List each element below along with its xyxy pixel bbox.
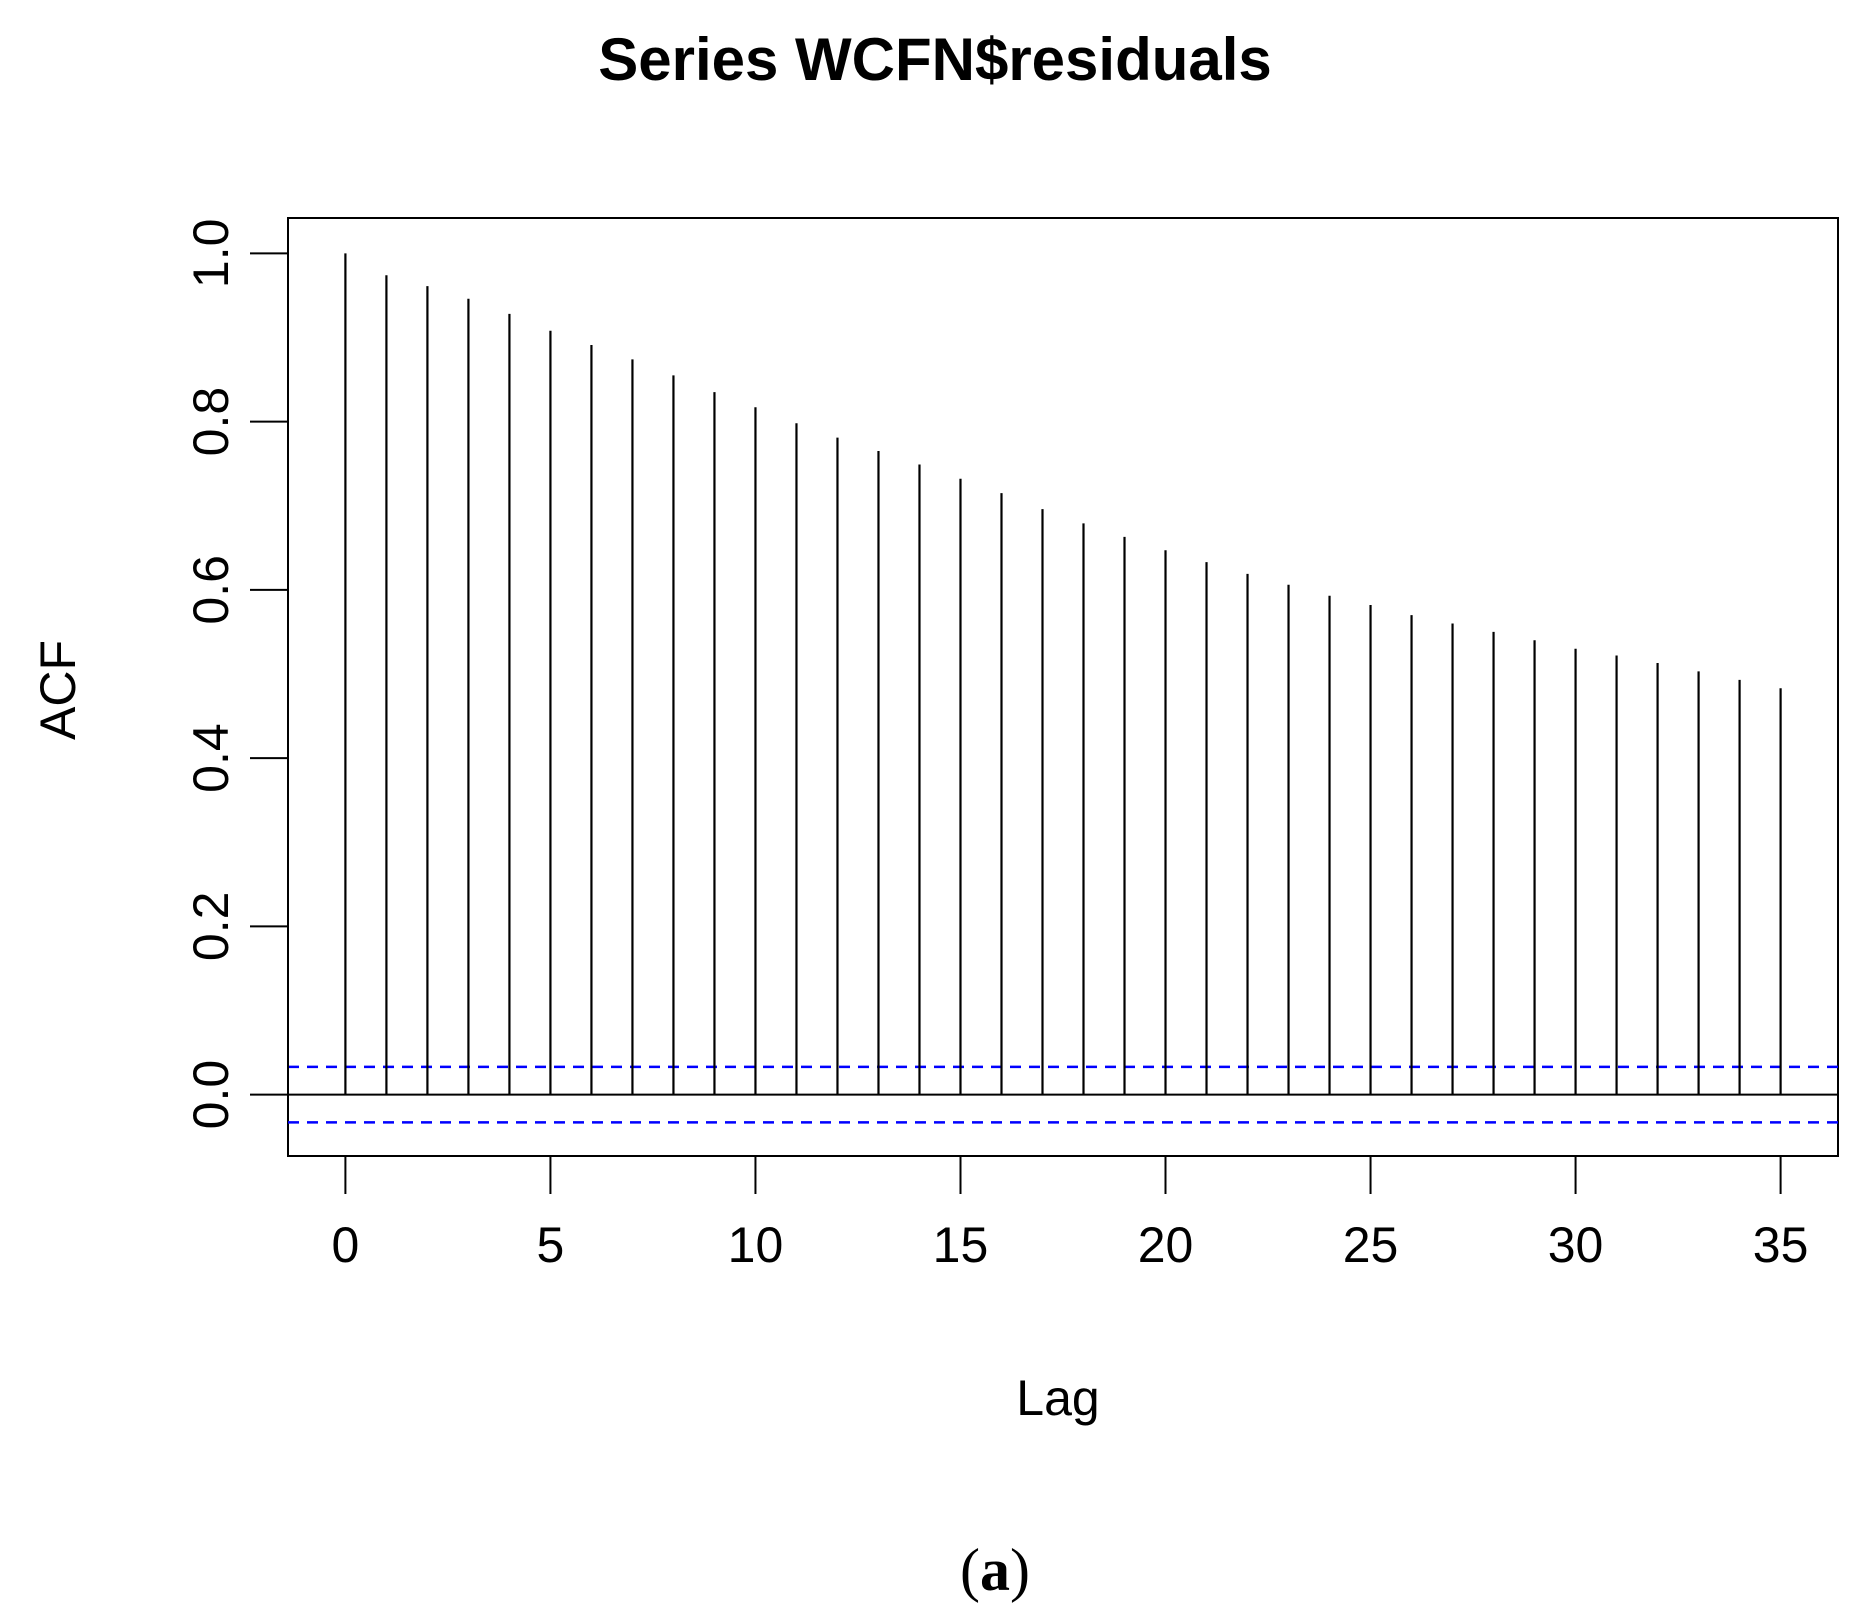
x-tick-label-30: 30 [1548, 1217, 1604, 1273]
y-axis-label: ACF [30, 640, 86, 740]
caption-letter: a [980, 1537, 1010, 1603]
chart-title: Series WCFN$residuals [598, 26, 1272, 93]
y-tick-label-0.8: 0.8 [183, 387, 239, 457]
x-tick-label-0: 0 [332, 1217, 360, 1273]
y-tick-label-1.0: 1.0 [183, 219, 239, 289]
plot-frame [287, 217, 1839, 1157]
x-tick-label-10: 10 [728, 1217, 784, 1273]
x-tick-label-25: 25 [1343, 1217, 1399, 1273]
y-tick-label-0.4: 0.4 [183, 723, 239, 793]
caption-open-paren: ( [960, 1537, 980, 1603]
x-tick-label-5: 5 [537, 1217, 565, 1273]
caption-close-paren: ) [1010, 1537, 1030, 1603]
x-axis-label: Lag [1016, 1370, 1099, 1426]
y-tick-label-0.6: 0.6 [183, 555, 239, 625]
x-tick-label-20: 20 [1138, 1217, 1194, 1273]
y-tick-label-0.0: 0.0 [183, 1060, 239, 1130]
x-tick-label-35: 35 [1753, 1217, 1809, 1273]
y-tick-label-0.2: 0.2 [183, 892, 239, 962]
figure-caption: (a) [960, 1537, 1030, 1603]
x-tick-label-15: 15 [933, 1217, 989, 1273]
